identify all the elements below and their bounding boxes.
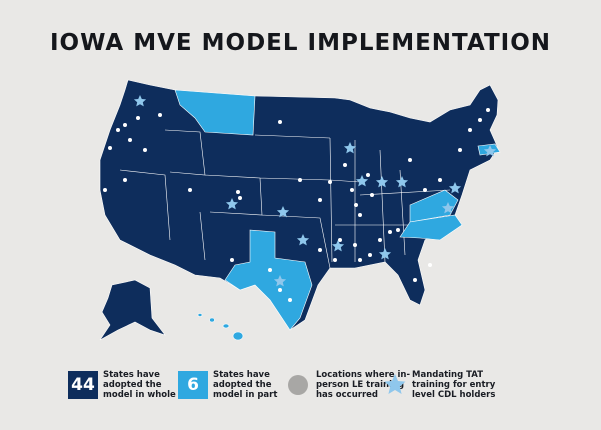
- legend-label-line: has occurred: [316, 390, 379, 400]
- legend-label-line: Locations where in-: [316, 370, 410, 380]
- montana: [174, 89, 256, 136]
- legend-label-line: adopted the: [103, 380, 162, 390]
- legend-label: States have adopted the model in whole: [103, 370, 176, 400]
- texas: [224, 229, 313, 331]
- hawaii: [197, 313, 203, 317]
- alaska: [99, 279, 166, 341]
- state-borders: [119, 129, 460, 269]
- legend-label-line: adopted the: [213, 380, 272, 390]
- legend-item: Mandating TAT training for entry level CDL…: [382, 370, 495, 400]
- legend-label-line: level CDL holders: [412, 390, 496, 400]
- legend-label-line: States have: [103, 370, 160, 380]
- legend-count: 44: [68, 371, 98, 399]
- legend-label-line: Mandating TAT: [412, 370, 483, 380]
- legend-label: Mandating TAT training for entry level CDL…: [412, 370, 495, 400]
- legend-item: 6 States have adopted the model in part: [178, 370, 277, 400]
- legend-label-line: training for entry: [412, 380, 496, 390]
- legend-label: States have adopted the model in part: [213, 370, 277, 400]
- hawaii: [209, 317, 215, 323]
- legend-item: Locations where in-person LE training has…: [284, 370, 410, 400]
- virginia: [409, 189, 459, 223]
- north-carolina: [399, 214, 463, 241]
- hawaii: [222, 323, 230, 329]
- legend-label-line: model in whole: [103, 390, 176, 400]
- legend-dot: [288, 375, 308, 395]
- title: IOWA MVE MODEL IMPLEMENTATION: [49, 30, 552, 56]
- training-locations: [103, 108, 490, 302]
- legend-label-line: person LE training: [316, 380, 405, 390]
- legend-label-line: States have: [213, 370, 270, 380]
- contiguous-us: [99, 79, 499, 331]
- legend-count: 6: [178, 371, 208, 399]
- legend-star: [384, 374, 406, 394]
- tat-mandate-stars: [133, 95, 497, 287]
- legend-label-line: model in part: [213, 390, 278, 400]
- legend-item: 44 States have adopted the model in whole: [68, 370, 176, 400]
- hawaii: [232, 331, 244, 341]
- legend-label: Locations where in-person LE training has…: [316, 370, 410, 400]
